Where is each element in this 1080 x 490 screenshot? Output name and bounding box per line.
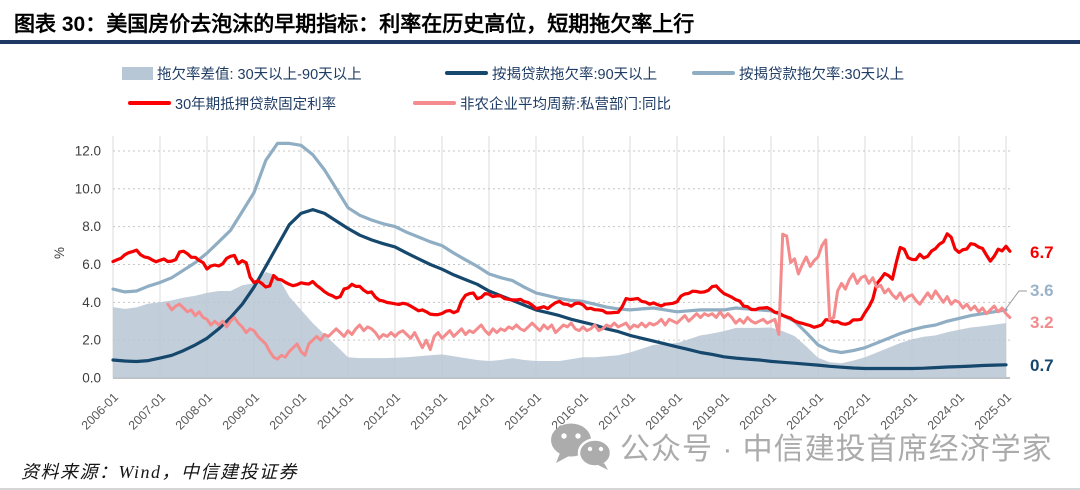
series-30day-delinquency-line xyxy=(111,141,1008,355)
legend-label-2: 按揭贷款拖欠率:30天以上 xyxy=(739,66,905,83)
end-label-6.7: 6.7 xyxy=(1030,243,1054,262)
figure-title: 图表 30：美国房价去泡沫的早期指标：利率在历史高位，短期拖欠率上行 xyxy=(14,13,695,36)
legend-item-0: 拖欠率差值: 30天以上-90天以上 xyxy=(122,63,362,83)
svg-text:2012-01: 2012-01 xyxy=(361,390,403,432)
svg-text:6.0: 6.0 xyxy=(82,257,101,272)
legend-label-4: 非农企业平均周薪:私营部门:同比 xyxy=(460,96,672,113)
svg-text:2006-01: 2006-01 xyxy=(79,390,121,432)
svg-text:2.0: 2.0 xyxy=(82,333,101,348)
legend-swatch-area-0 xyxy=(122,66,153,80)
end-label-0.7: 0.7 xyxy=(1030,356,1054,375)
svg-text:2013-01: 2013-01 xyxy=(408,390,450,432)
series-30y-mortgage-rate-line xyxy=(111,232,1012,329)
y-axis-labels: 0.0 2.0 4.0 6.0 8.0 10.0 12.0 xyxy=(75,143,101,385)
series-weekly-earnings-yoy-line xyxy=(166,232,1012,361)
end-value-labels: 6.7 3.6 3.2 0.7 xyxy=(1030,243,1054,375)
svg-text:2009-01: 2009-01 xyxy=(220,390,262,432)
svg-text:2007-01: 2007-01 xyxy=(126,390,168,432)
series-90day-delinquency-line xyxy=(111,208,1008,371)
svg-text:8.0: 8.0 xyxy=(82,219,101,234)
end-label-leader-line xyxy=(1004,290,1027,311)
legend-item-4: 非农企业平均周薪:私营部门:同比 xyxy=(413,93,671,113)
legend-item-2: 按揭贷款拖欠率:30天以上 xyxy=(692,63,904,83)
title-rule xyxy=(0,40,1080,44)
series-delinquency-gap-area xyxy=(113,272,1006,378)
svg-text:2011-01: 2011-01 xyxy=(314,390,356,432)
wechat-icon xyxy=(551,423,613,470)
legend-swatch-line-4 xyxy=(413,101,456,105)
svg-text:12.0: 12.0 xyxy=(75,143,101,158)
legend-item-1: 按揭贷款拖欠率:90天以上 xyxy=(445,63,657,83)
svg-text:10.0: 10.0 xyxy=(75,181,101,196)
svg-text:0.0: 0.0 xyxy=(82,371,101,386)
watermark-text: 公众号 · 中信建投首席经济学家 xyxy=(620,433,1053,466)
legend-label-0: 拖欠率差值: 30天以上-90天以上 xyxy=(157,66,362,83)
y-axis-title: % xyxy=(52,247,67,259)
end-label-3.2: 3.2 xyxy=(1030,313,1054,332)
legend-item-3: 30年期抵押贷款固定利率 xyxy=(128,93,336,113)
legend-swatch-line-1 xyxy=(445,71,488,75)
svg-text:2008-01: 2008-01 xyxy=(173,390,215,432)
source-note: 资料来源：Wind，中信建投证券 xyxy=(21,462,299,482)
legend-label-1: 按揭贷款拖欠率:90天以上 xyxy=(492,66,658,83)
watermark: 公众号 · 中信建投首席经济学家 xyxy=(549,421,1053,471)
svg-text:2010-01: 2010-01 xyxy=(267,390,309,432)
legend-swatch-line-3 xyxy=(128,101,171,105)
svg-text:2014-01: 2014-01 xyxy=(455,390,497,432)
svg-text:4.0: 4.0 xyxy=(82,295,101,310)
svg-text:2015-01: 2015-01 xyxy=(502,390,544,432)
legend-label-3: 30年期抵押贷款固定利率 xyxy=(175,96,337,113)
end-label-3.6: 3.6 xyxy=(1030,281,1054,300)
legend-swatch-line-2 xyxy=(692,71,735,75)
